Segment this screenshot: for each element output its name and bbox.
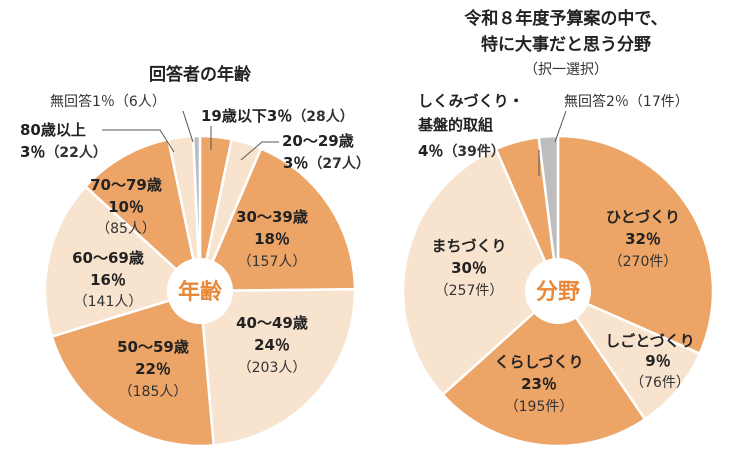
age-label-80plus-value: 3％（22人） — [20, 143, 107, 161]
age-pie-slices — [43, 134, 357, 448]
age-leader-80plus — [102, 129, 175, 153]
age-label-noanswer: 無回答1％（6人） — [50, 93, 166, 110]
field-leader-noanswer — [554, 110, 567, 143]
age-leader-20s — [240, 141, 279, 161]
field-label-hito-pct: 32％ — [625, 230, 661, 248]
age-slice-8 — [191, 134, 202, 292]
age-label-70s-name: 70～79歳 — [90, 176, 162, 194]
age-label-60s-pct: 16％ — [90, 271, 126, 289]
age-slice-2 — [198, 146, 357, 293]
age-label-50s-pct: 22％ — [135, 360, 171, 378]
age-label-30s-count: （157人） — [238, 254, 307, 270]
field-slice-1 — [554, 288, 702, 422]
field-label-shigoto-count: （76件） — [630, 375, 690, 391]
field-slice-labels: ひとづくり 32％ （270件） しごとづくり 9％ （76件） くらしづくり 23％ （195… — [417, 92, 695, 415]
field-label-machi-count: （257件） — [435, 283, 504, 299]
age-label-60s-name: 60～69歳 — [72, 249, 144, 267]
age-label-40s-pct: 24％ — [254, 336, 290, 354]
age-label-60s-count: （141人） — [74, 294, 143, 310]
field-pie-slices — [401, 134, 715, 448]
age-slice-5 — [43, 184, 203, 339]
field-slice-3 — [401, 147, 560, 397]
field-label-shikumi-line1: しくみづくり・ — [418, 92, 524, 110]
age-label-30s-name: 30～39歳 — [236, 208, 308, 226]
age-label-50s-name: 50～59歳 — [117, 338, 189, 356]
age-chart-title: 回答者の年齢 — [149, 64, 252, 85]
field-label-machi-pct: 30％ — [451, 259, 487, 277]
field-label-kurashi-pct: 23％ — [521, 375, 557, 393]
age-label-40s-count: （203人） — [238, 360, 307, 376]
field-label-shikumi-value: 4％（39件） — [418, 142, 505, 160]
field-label-hito-count: （270件） — [609, 254, 678, 270]
field-slice-5 — [537, 134, 560, 292]
age-label-30s-pct: 18％ — [254, 230, 290, 248]
field-label-noanswer: 無回答2％（17件） — [564, 93, 689, 110]
age-leader-noanswer — [182, 110, 194, 143]
age-label-80plus-name: 80歳以上 — [20, 121, 86, 139]
age-slice-6 — [83, 137, 203, 295]
field-chart-title-line2: 特に大事だと思う分野 — [481, 34, 651, 55]
age-center-label: 年齢 — [178, 279, 223, 305]
age-label-40s-name: 40～49歳 — [236, 314, 308, 332]
field-label-shigoto-name: しごとづくり — [605, 332, 694, 350]
age-center-circle — [167, 258, 233, 324]
age-label-70s-count: （85人） — [96, 221, 156, 237]
field-label-kurashi-count: （195件） — [505, 399, 574, 415]
field-label-kurashi-name: くらしづくり — [494, 353, 583, 371]
field-slice-2 — [440, 289, 647, 448]
age-slice-labels: 19歳以下3％（28人） 20～29歳 3％（27人） 30～39歳 18％ （157人）… — [20, 93, 370, 400]
age-label-70s-pct: 10％ — [108, 198, 144, 216]
age-label-20s-name: 20～29歳 — [282, 132, 354, 150]
age-slice-3 — [198, 288, 357, 447]
age-pie-chart: 回答者の年齢 年齢 19歳以下3％（28人） 20～29歳 3％（27人） 30～39… — [20, 64, 370, 448]
field-center-circle — [525, 258, 591, 324]
field-label-shikumi-line2: 基盤的取組 — [417, 116, 493, 134]
age-label-under19: 19歳以下3％（28人） — [201, 107, 354, 125]
field-chart-title-line1: 令和８年度予算案の中で、 — [464, 8, 667, 29]
field-pie-chart: 令和８年度予算案の中で、 特に大事だと思う分野 （択一選択） 分野 ひとづくり 3… — [401, 8, 715, 448]
age-label-50s-count: （185人） — [119, 384, 188, 400]
field-label-shigoto-pct: 9％ — [645, 352, 670, 370]
age-label-20s-value: 3％（27人） — [283, 154, 370, 172]
field-label-machi-name: まちづくり — [431, 237, 506, 255]
age-slice-4 — [50, 289, 216, 448]
field-slice-0 — [556, 134, 715, 356]
field-center-label: 分野 — [536, 280, 580, 305]
field-chart-subtitle: （択一選択） — [524, 62, 608, 78]
field-label-hito-name: ひとづくり — [606, 208, 680, 226]
